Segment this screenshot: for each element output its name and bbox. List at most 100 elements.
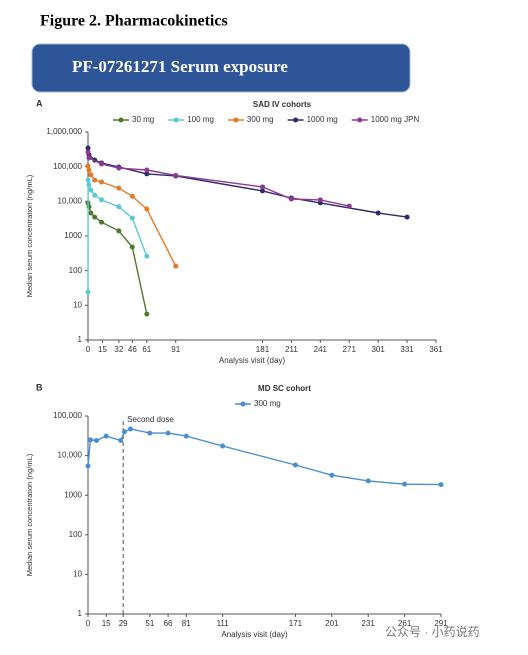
- data-point: [98, 161, 104, 167]
- data-point: [93, 438, 99, 444]
- data-point: [183, 433, 189, 439]
- x-tick-label: 331: [400, 345, 414, 354]
- x-tick-label: 29: [119, 619, 128, 628]
- chart-title: MD SC cohort: [258, 384, 311, 393]
- y-tick-label: 10,000: [58, 196, 83, 205]
- data-point: [85, 163, 91, 169]
- data-point: [85, 289, 91, 295]
- data-point: [259, 188, 265, 194]
- data-point: [118, 438, 124, 444]
- x-tick-label: 61: [142, 345, 151, 354]
- data-point: [288, 196, 294, 202]
- data-point: [365, 478, 371, 484]
- banner-box: [31, 43, 411, 93]
- legend-label: 1000 mg JPN: [371, 115, 420, 124]
- x-tick-label: 301: [371, 345, 385, 354]
- legend-marker: [357, 117, 363, 123]
- x-tick-label: 32: [114, 345, 123, 354]
- data-point: [86, 204, 92, 210]
- data-point: [144, 206, 150, 212]
- data-point: [173, 172, 179, 178]
- data-point: [329, 472, 335, 478]
- panel-label: A: [36, 98, 43, 108]
- data-point: [98, 197, 104, 203]
- data-point: [173, 263, 179, 269]
- x-tick-label: 211: [285, 345, 298, 354]
- series-line: [87, 151, 350, 207]
- x-tick-label: 111: [217, 619, 230, 628]
- data-point: [144, 171, 150, 177]
- y-tick-label: 100: [69, 266, 83, 275]
- x-tick-label: 291: [434, 619, 448, 628]
- data-point: [85, 145, 91, 151]
- legend-label: 1000 mg: [307, 115, 338, 124]
- data-point: [116, 228, 122, 234]
- x-tick-label: 181: [256, 345, 270, 354]
- panel-label: B: [36, 382, 43, 392]
- watermark: 公众号 · 小药说药: [385, 624, 480, 639]
- data-point: [317, 197, 323, 203]
- data-point: [86, 182, 92, 188]
- data-point: [92, 214, 98, 220]
- y-axis-label: Median serum concentration (ng/mL): [25, 453, 34, 576]
- data-point: [116, 185, 122, 191]
- data-point: [375, 210, 381, 216]
- data-point: [144, 253, 150, 259]
- data-point: [129, 193, 135, 199]
- legend-marker: [293, 117, 299, 123]
- x-tick-label: 231: [362, 619, 376, 628]
- legend-label: 30 mg: [132, 115, 154, 124]
- y-tick-label: 100,000: [53, 162, 82, 171]
- x-tick-label: 261: [398, 619, 412, 628]
- x-tick-label: 15: [102, 619, 111, 628]
- x-tick-label: 91: [171, 345, 180, 354]
- data-point: [85, 177, 91, 183]
- legend-label: 300 mg: [247, 115, 274, 124]
- data-point: [116, 204, 122, 210]
- x-tick-label: 0: [86, 619, 91, 628]
- series-line: [87, 147, 408, 218]
- y-tick-label: 1: [78, 609, 83, 618]
- x-tick-label: 361: [429, 345, 443, 354]
- data-point: [404, 214, 410, 220]
- series-line: [87, 428, 442, 486]
- data-point: [92, 177, 98, 183]
- data-point: [147, 430, 153, 436]
- x-axis-label: Analysis visit (day): [221, 630, 288, 639]
- x-tick-label: 46: [128, 345, 137, 354]
- data-point: [402, 481, 408, 487]
- data-point: [220, 443, 226, 449]
- data-point: [144, 311, 150, 317]
- y-axis-label: Median serum concentration (ng/mL): [25, 174, 34, 297]
- data-point: [116, 165, 122, 171]
- data-point: [98, 179, 104, 185]
- figure-title: Figure 2. Pharmacokinetics: [40, 13, 228, 30]
- data-point: [86, 167, 92, 173]
- data-point: [85, 463, 91, 469]
- data-point: [86, 155, 92, 161]
- legend-label: 100 mg: [187, 115, 214, 124]
- legend-marker: [240, 401, 246, 407]
- x-tick-label: 51: [145, 619, 154, 628]
- data-point: [144, 167, 150, 173]
- y-tick-label: 10: [73, 570, 82, 579]
- x-tick-label: 81: [182, 619, 191, 628]
- x-tick-label: 66: [164, 619, 173, 628]
- data-point: [121, 429, 127, 435]
- x-tick-label: 0: [86, 345, 91, 354]
- legend-marker: [173, 117, 179, 123]
- data-point: [129, 244, 135, 250]
- y-tick-label: 1,000,000: [46, 127, 82, 136]
- y-tick-label: 1: [78, 335, 83, 344]
- data-point: [165, 430, 171, 436]
- x-tick-label: 201: [325, 619, 339, 628]
- legend-marker: [118, 117, 124, 123]
- data-point: [85, 149, 91, 155]
- data-point: [127, 426, 133, 432]
- data-point: [103, 433, 109, 439]
- data-point: [98, 219, 104, 225]
- data-point: [438, 482, 444, 488]
- banner-text: PF-07261271 Serum exposure: [72, 57, 288, 76]
- chart-title: SAD IV cohorts: [253, 100, 312, 109]
